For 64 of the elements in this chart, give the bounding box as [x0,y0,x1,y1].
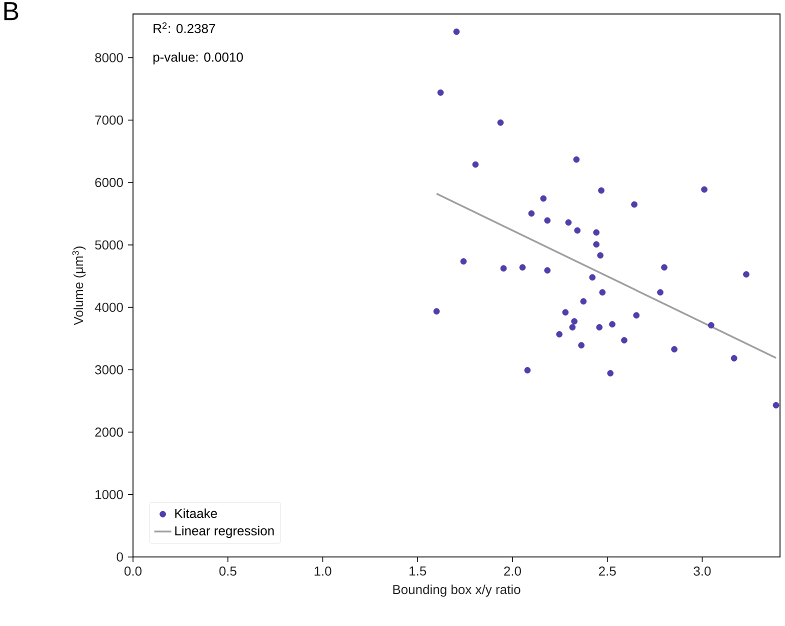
point [708,322,714,329]
point [593,241,600,248]
y-tick-label: 8000 [95,53,123,62]
x-tick-label: 1.0 [314,566,332,576]
y-tick-label: 3000 [95,365,123,374]
point [621,337,628,344]
y-tick-label: 2000 [95,428,123,437]
y-tick-label: 4000 [94,302,123,312]
point [453,28,460,35]
x-axis-title: Bounding box x/y ratio [393,584,520,597]
point [573,156,580,163]
point [497,119,504,126]
x-tick-label: 0.5 [219,566,236,576]
point [460,258,467,265]
point [599,289,606,296]
point [437,89,444,96]
point [593,229,600,236]
point [701,186,708,193]
point [580,298,587,305]
point [598,187,604,194]
point [565,219,572,226]
x-tick-label: 2.0 [504,566,522,576]
point [730,355,738,362]
point [631,201,638,208]
point [562,309,569,316]
point [540,195,547,202]
point [571,318,578,325]
point [578,342,585,348]
point [574,227,581,234]
point [519,264,526,271]
point [609,321,616,328]
x-tick-label: 1.5 [410,566,426,576]
point [589,274,596,281]
point [633,312,640,319]
x-tick-label: 0.0 [124,566,142,576]
point [671,346,678,352]
x-tick-label: 3.0 [694,566,711,576]
point [500,265,507,272]
point [524,367,531,374]
text: B [4,2,18,20]
point [743,271,750,278]
y-tick-label: 5000 [95,240,123,250]
point [661,264,668,271]
point [528,210,535,217]
point [596,324,603,331]
point [433,308,440,315]
point [544,217,551,224]
y-tick-label: 0 [116,552,123,562]
point [544,267,551,274]
point [556,331,563,338]
y-axis-title: Volume (μm$^{3}$) [72,246,86,326]
annotation: R$^{2}$: 0.2387 [154,22,216,34]
point [472,161,479,168]
annotation: p-value: 0.0010 [153,52,243,64]
point [607,370,614,376]
y-tick-label: 7000 [95,115,123,125]
point [657,289,664,296]
point [569,324,576,331]
y-tick-label: 6000 [95,178,123,188]
legend-label: Kitaake [175,508,217,518]
y-tick-label: 1000 [96,490,123,500]
legend-label: Linear regression [175,526,274,538]
x-tick-label: 2.5 [598,566,616,576]
point [597,252,604,259]
